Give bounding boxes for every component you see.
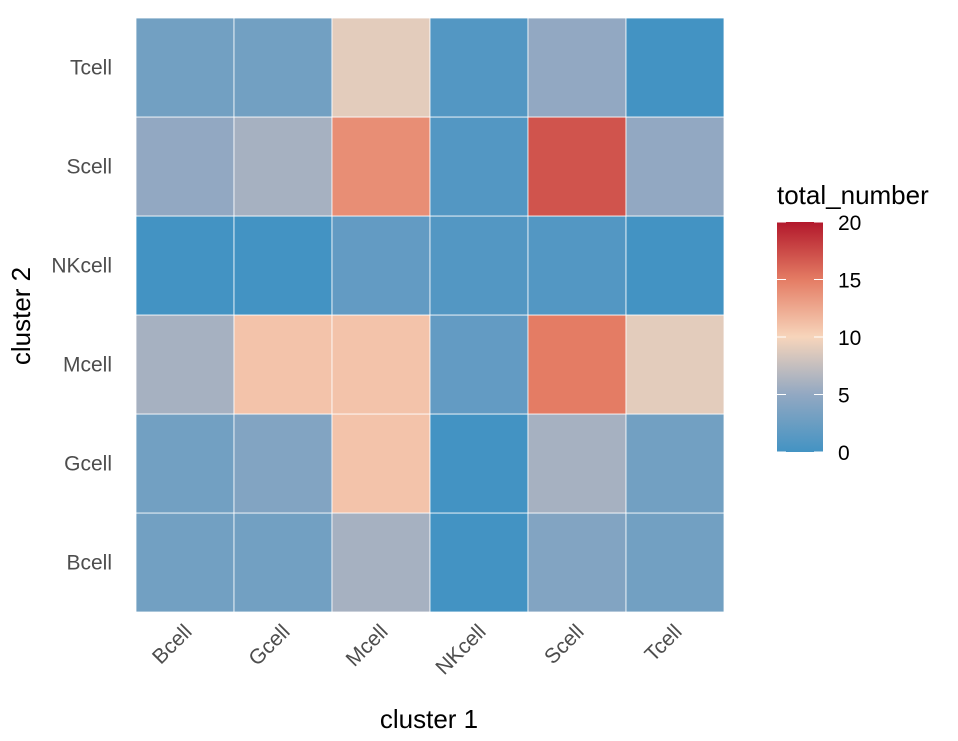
x-tick-label: Bcell: [148, 620, 196, 668]
heatmap-cell: [135, 512, 235, 613]
heatmap-cell: [135, 314, 235, 415]
heatmap-cell: [625, 512, 725, 613]
legend: total_number 0 5 10 15 20: [777, 180, 929, 465]
heatmap-cell: [233, 215, 333, 316]
heatmap-cell: [331, 116, 431, 217]
heatmap-cell: [527, 116, 627, 217]
y-tick-label: Gcell: [64, 453, 112, 476]
heatmap-cell: [233, 116, 333, 217]
heatmap-cell: [233, 314, 333, 415]
y-axis-ticks: Bcell Gcell Mcell NKcell Scell Tcell: [51, 57, 112, 575]
heatmap-cells: [135, 17, 725, 613]
heatmap-cell: [527, 17, 627, 118]
heatmap-cell: [331, 17, 431, 118]
x-axis-ticks: Bcell Gcell Mcell NKcell Scell Tcell: [148, 620, 686, 679]
heatmap-cell: [331, 413, 431, 514]
heatmap-cell: [625, 314, 725, 415]
legend-tick-label: 10: [838, 327, 861, 350]
heatmap-cell: [625, 413, 725, 514]
heatmap-cell: [625, 215, 725, 316]
heatmap-cell: [429, 116, 529, 217]
y-tick-label: Tcell: [70, 57, 112, 80]
y-tick-label: Mcell: [63, 354, 112, 377]
y-tick-label: NKcell: [51, 255, 112, 278]
heatmap-cell: [331, 314, 431, 415]
heatmap-cell: [135, 116, 235, 217]
heatmap-cell: [429, 413, 529, 514]
heatmap-cell: [135, 413, 235, 514]
heatmap-cell: [429, 512, 529, 613]
legend-tick-label: 20: [838, 212, 861, 235]
x-axis-title: cluster 1: [380, 704, 478, 734]
x-tick-label: Gcell: [244, 620, 294, 670]
heatmap-cell: [331, 215, 431, 316]
heatmap-cell: [429, 215, 529, 316]
y-axis-title: cluster 2: [6, 267, 36, 365]
y-tick-label: Bcell: [66, 552, 112, 575]
heatmap-cell: [527, 413, 627, 514]
heatmap-cell: [527, 314, 627, 415]
heatmap-cell: [527, 512, 627, 613]
legend-tick-label: 15: [838, 270, 861, 293]
heatmap-cell: [233, 413, 333, 514]
x-tick-label: Mcell: [342, 620, 393, 671]
x-tick-label: NKcell: [431, 620, 490, 679]
heatmap-cell: [625, 17, 725, 118]
y-tick-label: Scell: [66, 156, 112, 179]
legend-tick-label: 5: [838, 385, 850, 408]
legend-title: total_number: [777, 180, 929, 210]
heatmap-cell: [625, 116, 725, 217]
x-tick-label: Scell: [540, 620, 588, 668]
legend-tick-label: 0: [838, 442, 850, 465]
heatmap-cell: [135, 17, 235, 118]
legend-ticks: 0 5 10 15 20: [777, 212, 861, 465]
heatmap-cell: [527, 215, 627, 316]
heatmap-cell: [429, 314, 529, 415]
heatmap-cell: [429, 17, 529, 118]
x-tick-label: Tcell: [641, 620, 687, 666]
heatmap-cell: [233, 17, 333, 118]
heatmap-cell: [331, 512, 431, 613]
heatmap-cell: [135, 215, 235, 316]
heatmap-cell: [233, 512, 333, 613]
